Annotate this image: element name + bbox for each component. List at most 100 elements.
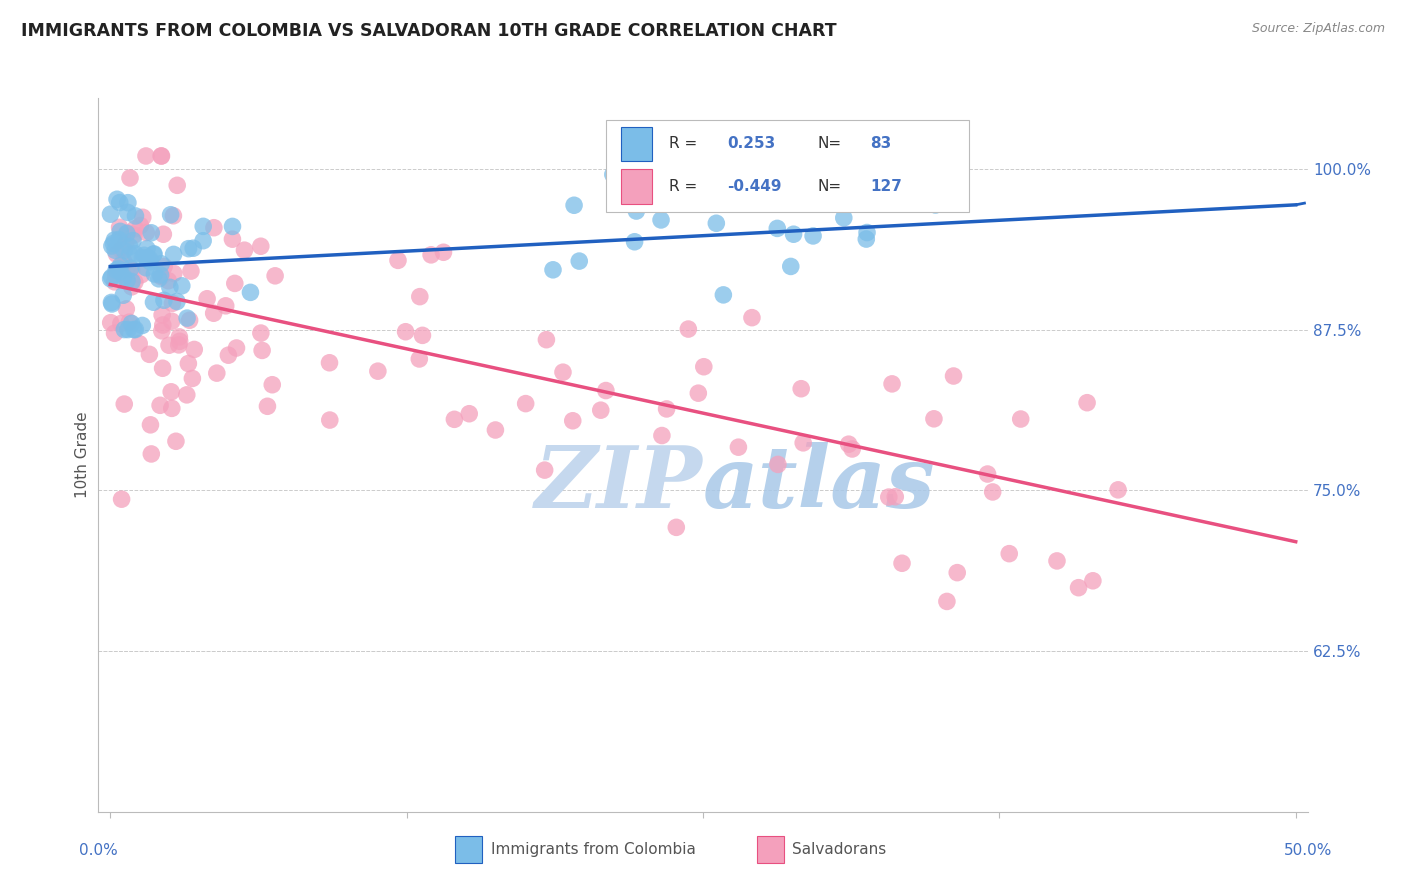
Point <box>790 382 813 396</box>
Point <box>167 338 190 352</box>
Text: Immigrants from Colombia: Immigrants from Colombia <box>492 842 696 857</box>
Point <box>108 220 131 235</box>
Point <box>221 232 243 246</box>
Point <box>536 333 558 347</box>
Point <box>110 224 132 238</box>
Point <box>103 275 125 289</box>
Point <box>100 270 122 285</box>
FancyBboxPatch shape <box>606 120 969 212</box>
Point <box>160 401 183 416</box>
Point <box>561 414 583 428</box>
Point <box>191 234 214 248</box>
Point <box>394 325 416 339</box>
Point <box>131 318 153 333</box>
Point <box>832 211 855 225</box>
Point <box>160 384 183 399</box>
Point <box>118 247 141 261</box>
Point <box>131 251 153 265</box>
Point <box>202 306 225 320</box>
Point <box>162 209 184 223</box>
Point <box>562 198 585 212</box>
Text: N=: N= <box>818 136 842 152</box>
Point <box>150 324 173 338</box>
Point <box>108 233 131 247</box>
Point <box>141 226 163 240</box>
Point <box>256 399 278 413</box>
Point <box>792 435 814 450</box>
Point <box>782 227 804 242</box>
Point <box>134 248 156 262</box>
Point <box>727 440 749 454</box>
Point <box>841 442 863 456</box>
Text: Source: ZipAtlas.com: Source: ZipAtlas.com <box>1251 22 1385 36</box>
Point <box>112 288 135 302</box>
Point <box>195 292 218 306</box>
Point <box>108 195 131 210</box>
Point <box>176 311 198 326</box>
Point <box>162 247 184 261</box>
Point <box>693 359 716 374</box>
Point <box>650 213 672 227</box>
Point <box>157 338 180 352</box>
Point <box>117 226 139 240</box>
Point <box>169 330 191 344</box>
Point <box>136 242 159 256</box>
Point <box>129 219 152 233</box>
Point <box>193 219 215 234</box>
Point <box>110 243 132 257</box>
Point <box>181 241 204 255</box>
Point <box>105 263 128 277</box>
Point <box>121 317 143 331</box>
Point <box>239 285 262 300</box>
Point <box>946 566 969 580</box>
Point <box>177 357 200 371</box>
Point <box>150 149 173 163</box>
Point <box>110 492 132 507</box>
Point <box>138 252 160 266</box>
Text: -0.449: -0.449 <box>727 179 782 194</box>
Point <box>409 290 432 304</box>
Point <box>112 397 135 411</box>
Point <box>121 263 143 277</box>
Point <box>100 272 122 286</box>
Point <box>153 260 176 274</box>
Point <box>602 168 624 182</box>
Point <box>264 268 287 283</box>
Point <box>551 365 574 379</box>
Text: R =: R = <box>669 179 697 194</box>
Point <box>121 275 143 289</box>
Point <box>202 220 225 235</box>
Point <box>122 322 145 336</box>
Point <box>181 371 204 385</box>
Text: 0.253: 0.253 <box>727 136 776 152</box>
Point <box>135 226 157 240</box>
Point <box>112 270 135 285</box>
Point <box>233 243 256 257</box>
Point <box>100 207 122 221</box>
Point <box>139 254 162 268</box>
Point <box>922 412 945 426</box>
Point <box>215 299 238 313</box>
Point <box>225 341 247 355</box>
Point <box>981 485 1004 500</box>
Point <box>118 171 141 186</box>
Point <box>655 401 678 416</box>
Point <box>101 297 124 311</box>
Point <box>166 294 188 309</box>
Point <box>150 308 173 322</box>
Point <box>152 361 174 376</box>
Point <box>741 310 763 325</box>
Text: IMMIGRANTS FROM COLOMBIA VS SALVADORAN 10TH GRADE CORRELATION CHART: IMMIGRANTS FROM COLOMBIA VS SALVADORAN 1… <box>21 22 837 40</box>
Bar <box>621 169 652 203</box>
Point <box>541 262 564 277</box>
Point <box>162 296 184 310</box>
Text: N=: N= <box>818 179 842 194</box>
Point <box>183 343 205 357</box>
Point <box>100 295 122 310</box>
Point <box>135 260 157 275</box>
Point <box>157 274 180 288</box>
Point <box>877 490 900 504</box>
Point <box>998 547 1021 561</box>
Point <box>838 437 860 451</box>
Point <box>115 227 138 241</box>
